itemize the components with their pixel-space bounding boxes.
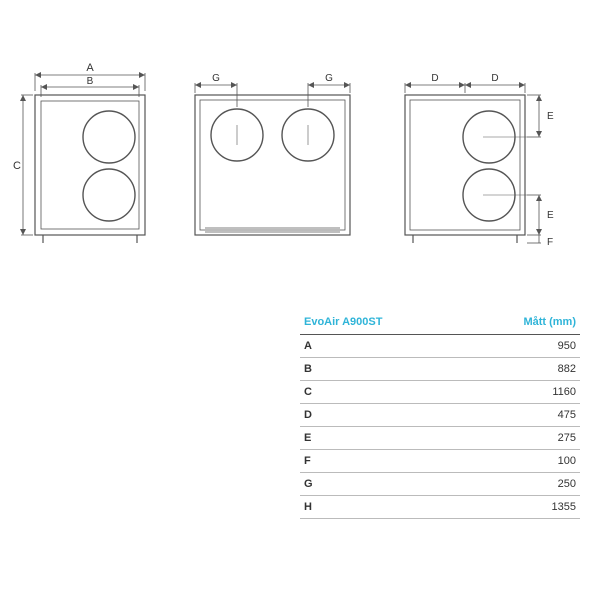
table-header-product: EvoAir A900ST [300, 310, 465, 335]
table-row: A950 [300, 335, 580, 358]
dim-key: F [300, 450, 465, 473]
dim-key: D [300, 404, 465, 427]
dim-key: E [300, 427, 465, 450]
dim-label-g1: G [212, 73, 220, 84]
dim-label-g2: G [325, 73, 333, 84]
table-header-value: Mått (mm) [465, 310, 580, 335]
dim-label-c: C [13, 160, 21, 172]
dim-label-a: A [86, 62, 94, 74]
table-row: B882 [300, 358, 580, 381]
dim-label-e2: E [547, 210, 554, 221]
technical-drawings: A B C [10, 60, 590, 270]
front-view: A B C [13, 62, 145, 243]
table-row: G250 [300, 473, 580, 496]
table-row: H1355 [300, 496, 580, 519]
dim-label-b: B [87, 76, 94, 87]
dim-key: H [300, 496, 465, 519]
dim-val: 250 [465, 473, 580, 496]
table-row: D475 [300, 404, 580, 427]
table-row: C1160 [300, 381, 580, 404]
dim-val: 100 [465, 450, 580, 473]
dim-val: 950 [465, 335, 580, 358]
dim-val: 882 [465, 358, 580, 381]
top-view: G G [195, 73, 350, 235]
dim-val: 1355 [465, 496, 580, 519]
dim-val: 475 [465, 404, 580, 427]
dim-label-d2: D [491, 73, 498, 84]
dim-key: A [300, 335, 465, 358]
dim-val: 275 [465, 427, 580, 450]
side-view: D D E [405, 73, 554, 248]
dim-label-d1: D [431, 73, 438, 84]
table-row: E275 [300, 427, 580, 450]
dim-key: B [300, 358, 465, 381]
dim-label-e1: E [547, 111, 554, 122]
dim-label-f: F [547, 237, 553, 248]
dim-val: 1160 [465, 381, 580, 404]
dim-key: G [300, 473, 465, 496]
table-row: F100 [300, 450, 580, 473]
dim-key: C [300, 381, 465, 404]
dimensions-table: EvoAir A900ST Mått (mm) A950 B882 C1160 … [300, 310, 580, 519]
